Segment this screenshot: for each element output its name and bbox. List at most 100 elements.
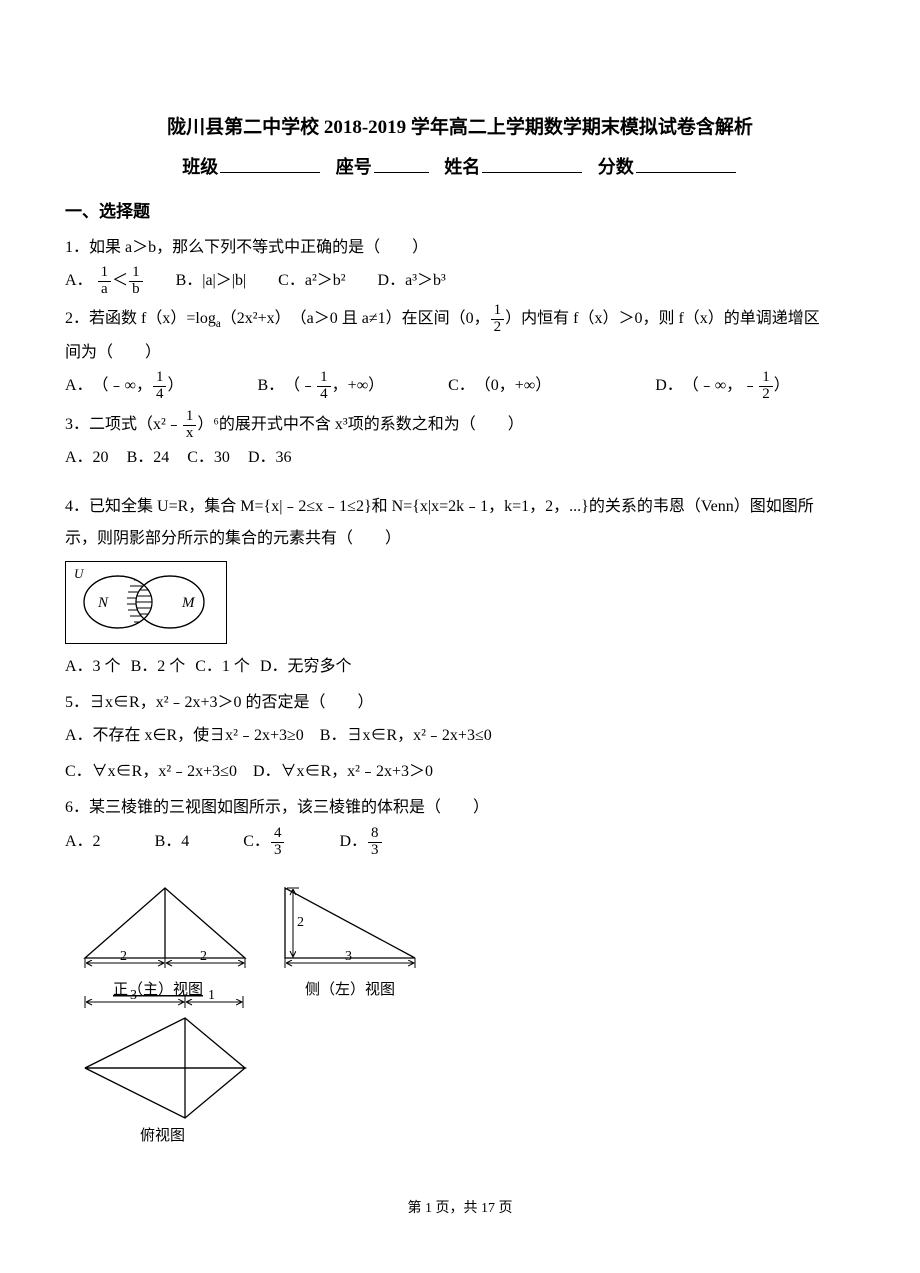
q3-options: A．20 B．24 C．30 D．36 [65,443,855,473]
q6-optD: D．83 [339,826,382,859]
q1-optB: B．|a|＞|b| [176,266,247,296]
venn-U-label: U [74,566,85,581]
q4-text1: 已知全集 U=R，集合 M={x|﹣2≤x﹣1≤2}和 N={x|x=2k﹣1，… [89,498,814,515]
three-view-svg: 2 2 正（主）视图 3 1 2 [65,868,435,1148]
q1-optA-label: A． [65,272,93,289]
q2-optD-label: D． （﹣∞，﹣ [655,377,758,394]
q1-optA-frac1: 1a [98,265,112,298]
q4-options: A．3 个 B．2 个 C．1 个 D．无穷多个 [65,652,855,682]
exam-page: 陇川县第二中学校 2018-2019 学年高二上学期数学期末模拟试卷含解析 班级… [0,0,920,1273]
footer-pre: 第 [408,1201,426,1216]
q4-optC: C．1 个 [195,652,250,682]
venn-svg: U [70,566,220,630]
question-1: 1．如果 a＞b，那么下列不等式中正确的是（ ） [65,233,855,263]
q4-num: 4． [65,498,89,515]
q2-mid: （2x²+x） （a＞0 且 a≠1）在区间（0， [221,310,490,327]
q1-optA: A． 1a＜1b [65,265,144,298]
q4-optA: A．3 个 [65,652,121,682]
front-view-label: 正（主）视图 [113,981,203,998]
question-5: 5．∃x∈R，x²﹣2x+3＞0 的否定是（ ） [65,688,855,718]
q6-optA: A．2 [65,827,101,857]
q5-num: 5． [65,694,89,711]
seat-blank[interactable] [374,153,429,173]
q5-options-1: A．不存在 x∈R，使∃x²﹣2x+3≥0 B．∃x∈R，x²﹣2x+3≤0 [65,721,855,751]
q2-optD-close: ） [774,377,790,394]
q6-text: 某三棱锥的三视图如图所示，该三棱锥的体积是（ ） [89,799,489,816]
q2-frac: 12 [491,303,505,336]
question-6: 6．某三棱锥的三视图如图所示，该三棱锥的体积是（ ） [65,793,855,823]
svg-text:1: 1 [208,988,215,1003]
q1-optC: C．a²＞b² [278,266,345,296]
q2-optA: A． （﹣∞，14） [65,370,183,403]
exam-title: 陇川县第二中学校 2018-2019 学年高二上学期数学期末模拟试卷含解析 [65,110,855,146]
q5-optC: C．∀x∈R，x²﹣2x+3≤0 [65,757,237,787]
q3-post: ）⁶的展开式中不含 x³项的系数之和为（ ） [197,416,523,433]
q5-options-2: C．∀x∈R，x²﹣2x+3≤0 D．∀x∈R，x²﹣2x+3＞0 [65,757,855,787]
q6-optD-frac: 83 [368,826,382,859]
q1-optA-frac2: 1b [129,265,143,298]
q4-optB: B．2 个 [131,652,186,682]
q2-optB-frac: 14 [317,370,331,403]
svg-text:3: 3 [345,949,352,964]
name-label: 姓名 [444,157,480,177]
page-footer: 第 1 页，共 17 页 [0,1196,920,1223]
q2-post: ）内恒有 f（x）＞0，则 f（x）的单调递增区 [505,310,820,327]
q6-options: A．2 B．4 C．43 D．83 [65,826,855,859]
q2-options: A． （﹣∞，14） B． （﹣14，+∞） C． （0，+∞） D． （﹣∞，… [65,370,855,403]
q4-optD: D．无穷多个 [260,652,352,682]
question-4-line1: 4．已知全集 U=R，集合 M={x|﹣2≤x﹣1≤2}和 N={x|x=2k﹣… [65,492,855,522]
class-blank[interactable] [220,153,320,173]
venn-diagram: U [65,561,227,644]
q2-optD: D． （﹣∞，﹣12） [655,370,789,403]
svg-text:3: 3 [130,988,137,1003]
front-view: 2 2 正（主）视图 3 1 [85,888,245,1008]
q2-pre: 若函数 f（x）=log [89,310,216,327]
q1-text: 如果 a＞b，那么下列不等式中正确的是（ ） [89,239,428,256]
svg-text:2: 2 [297,915,304,930]
q3-optC: C．30 [187,443,230,473]
q2-optA-frac: 14 [153,370,167,403]
q5-optD: D．∀x∈R，x²﹣2x+3＞0 [253,757,433,787]
q2-optC: C． （0，+∞） [448,371,551,401]
three-view-diagram: 2 2 正（主）视图 3 1 2 [65,868,855,1159]
q2-optA-close: ） [167,377,183,394]
q2-optD-frac: 12 [759,370,773,403]
q6-optC: C．43 [243,826,285,859]
q6-optD-label: D． [339,833,367,850]
q1-options: A． 1a＜1b B．|a|＞|b| C．a²＞b² D．a³＞b³ [65,265,855,298]
q6-optC-label: C． [243,833,270,850]
section-1-title: 一、选择题 [65,196,855,228]
score-label: 分数 [598,157,634,177]
q6-num: 6． [65,799,89,816]
q2-optB-close: ，+∞） [332,377,384,394]
q3-frac: 1x [183,409,197,442]
venn-M-label: M [181,595,196,611]
name-blank[interactable] [482,153,582,173]
footer-total: 17 [481,1201,495,1216]
q6-optB: B．4 [155,827,190,857]
q2-num: 2． [65,310,89,327]
question-2: 2．若函数 f（x）=loga（2x²+x） （a＞0 且 a≠1）在区间（0，… [65,303,855,336]
top-view: 俯视图 [85,1018,245,1144]
class-label: 班级 [182,157,218,177]
question-3: 3．二项式（x²﹣1x）⁶的展开式中不含 x³项的系数之和为（ ） [65,409,855,442]
footer-post: 页 [495,1201,513,1216]
q5-optA: A．不存在 x∈R，使∃x²﹣2x+3≥0 [65,721,304,751]
header-fields: 班级 座号 姓名 分数 [65,150,855,184]
score-blank[interactable] [636,153,736,173]
q3-optA: A．20 [65,443,109,473]
q1-num: 1． [65,239,89,256]
footer-page: 1 [425,1201,432,1216]
svg-text:2: 2 [120,949,127,964]
q2-optB: B． （﹣14，+∞） [257,370,384,403]
q2-optB-label: B． （﹣ [257,377,316,394]
side-view: 2 3 侧（左）视图 [285,888,415,998]
venn-N-label: N [97,595,109,611]
q1-optD: D．a³＞b³ [378,266,446,296]
q5-optB: B．∃x∈R，x²﹣2x+3≤0 [320,721,492,751]
q3-optD: D．36 [248,443,292,473]
q3-pre: 二项式（x²﹣ [89,416,182,433]
q3-optB: B．24 [127,443,170,473]
q3-num: 3． [65,416,89,433]
side-view-label: 侧（左）视图 [305,981,395,998]
